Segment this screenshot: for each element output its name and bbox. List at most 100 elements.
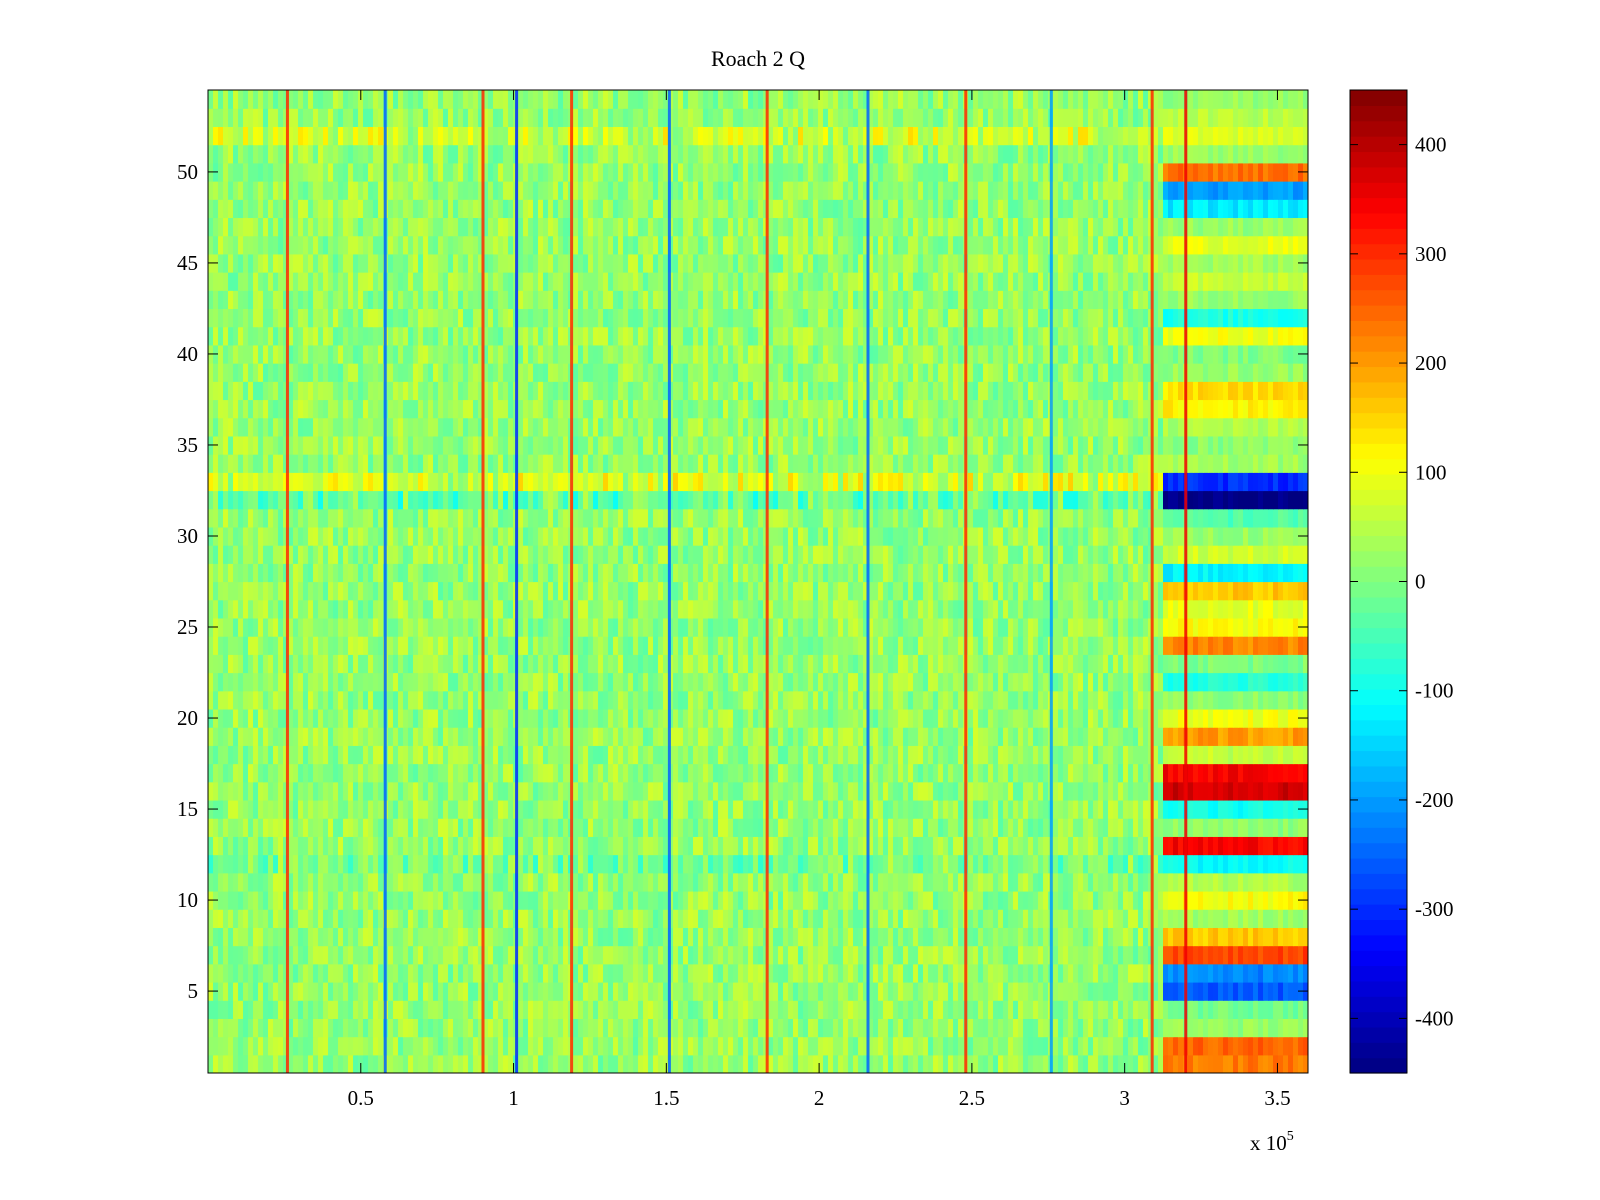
heatmap-cell — [713, 727, 719, 746]
heatmap-cell — [653, 727, 659, 746]
heatmap-cell — [698, 909, 704, 928]
heatmap-cell — [558, 654, 564, 674]
heatmap-cell — [488, 909, 494, 928]
heatmap-cell — [338, 727, 344, 746]
heatmap-cell — [583, 1018, 589, 1038]
heatmap-cell — [473, 1000, 479, 1019]
heatmap-cell — [873, 1054, 879, 1073]
heatmap-cell — [673, 745, 679, 765]
heatmap-cell — [1043, 708, 1049, 728]
heatmap-cell — [268, 763, 274, 783]
heatmap-cell — [488, 1018, 494, 1038]
heatmap-cell — [943, 945, 949, 965]
heatmap-cell — [983, 763, 989, 783]
heatmap-cell — [678, 1018, 684, 1038]
heatmap-cell — [1118, 781, 1124, 801]
heatmap-cell — [253, 890, 259, 910]
heatmap-cell — [393, 872, 399, 892]
heatmap-cell — [258, 708, 264, 728]
heatmap-cell — [698, 836, 704, 856]
heatmap-cell — [1198, 672, 1204, 692]
heatmap-cell — [683, 1054, 689, 1073]
heatmap-cell — [1133, 836, 1139, 856]
heatmap-cell — [1298, 854, 1304, 874]
heatmap-cell — [423, 890, 429, 910]
heatmap-cell — [973, 763, 979, 783]
heatmap-cell — [743, 854, 749, 874]
heatmap-cell — [613, 909, 619, 928]
heatmap-cell — [638, 1018, 644, 1038]
heatmap-cell — [273, 818, 279, 837]
heatmap-cell — [738, 799, 744, 819]
heatmap-cell — [818, 945, 824, 965]
heatmap-cell — [1253, 854, 1259, 874]
heatmap-cell — [508, 781, 514, 801]
heatmap-cell — [1063, 781, 1069, 801]
heatmap-cell — [633, 745, 639, 765]
heatmap-cell — [923, 1018, 929, 1038]
heatmap-cell — [743, 745, 749, 765]
heatmap-cell — [368, 654, 374, 674]
heatmap-cell — [1063, 1018, 1069, 1038]
heatmap-cell — [588, 727, 594, 746]
heatmap-cell — [618, 981, 624, 1001]
heatmap-cell — [1043, 890, 1049, 910]
heatmap-cell — [418, 1000, 424, 1019]
heatmap-cell — [413, 1036, 419, 1056]
heatmap-cell — [713, 854, 719, 874]
heatmap-cell — [758, 890, 764, 910]
heatmap-cell — [1218, 781, 1224, 801]
heatmap-cell — [848, 1000, 854, 1019]
heatmap-cell — [678, 945, 684, 965]
heatmap-cell — [368, 745, 374, 765]
heatmap-cell — [958, 909, 964, 928]
heatmap-cell — [873, 1036, 879, 1056]
heatmap-cell — [1008, 872, 1014, 892]
heatmap-cell — [883, 654, 889, 674]
heatmap-cell — [423, 945, 429, 965]
heatmap-cell — [1078, 1036, 1084, 1056]
heatmap-cell — [648, 708, 654, 728]
heatmap-cell — [753, 872, 759, 892]
heatmap-cell — [1168, 672, 1174, 692]
heatmap-cell — [1268, 1000, 1274, 1019]
heatmap-cell — [328, 1000, 334, 1019]
heatmap-cell — [398, 727, 404, 746]
heatmap-cell — [218, 708, 224, 728]
heatmap-cell — [1223, 745, 1229, 765]
heatmap-cell — [1258, 781, 1264, 801]
heatmap-cell — [378, 1036, 384, 1056]
heatmap-cell — [253, 818, 259, 837]
heatmap-cell — [218, 654, 224, 674]
heatmap-cell — [1203, 1054, 1209, 1073]
heatmap-cell — [363, 1000, 369, 1019]
heatmap-cell — [953, 945, 959, 965]
heatmap-cell — [1028, 672, 1034, 692]
heatmap-cell — [888, 1018, 894, 1038]
heatmap-cell — [448, 836, 454, 856]
heatmap-cell — [1158, 708, 1164, 728]
heatmap-cell — [1118, 890, 1124, 910]
heatmap-cell — [463, 763, 469, 783]
heatmap-cell — [353, 1054, 359, 1073]
heatmap-cell — [873, 690, 879, 710]
heatmap-cell — [1203, 672, 1209, 692]
heatmap-cell — [728, 854, 734, 874]
heatmap-cell — [1078, 836, 1084, 856]
heatmap-cell — [848, 727, 854, 746]
heatmap-cell — [803, 799, 809, 819]
heatmap-cell — [433, 945, 439, 965]
heatmap-cell — [823, 672, 829, 692]
heatmap-cell — [1223, 963, 1229, 983]
heatmap-cell — [528, 963, 534, 983]
heatmap-cell — [1168, 945, 1174, 965]
heatmap-cell — [508, 690, 514, 710]
heatmap-cell — [1083, 1054, 1089, 1073]
heatmap-cell — [898, 909, 904, 928]
heatmap-cell — [898, 799, 904, 819]
heatmap-cell — [688, 927, 694, 947]
heatmap-cell — [303, 963, 309, 983]
heatmap-cell — [208, 1036, 214, 1056]
heatmap-cell — [378, 981, 384, 1001]
heatmap-cell — [1273, 1036, 1279, 1056]
